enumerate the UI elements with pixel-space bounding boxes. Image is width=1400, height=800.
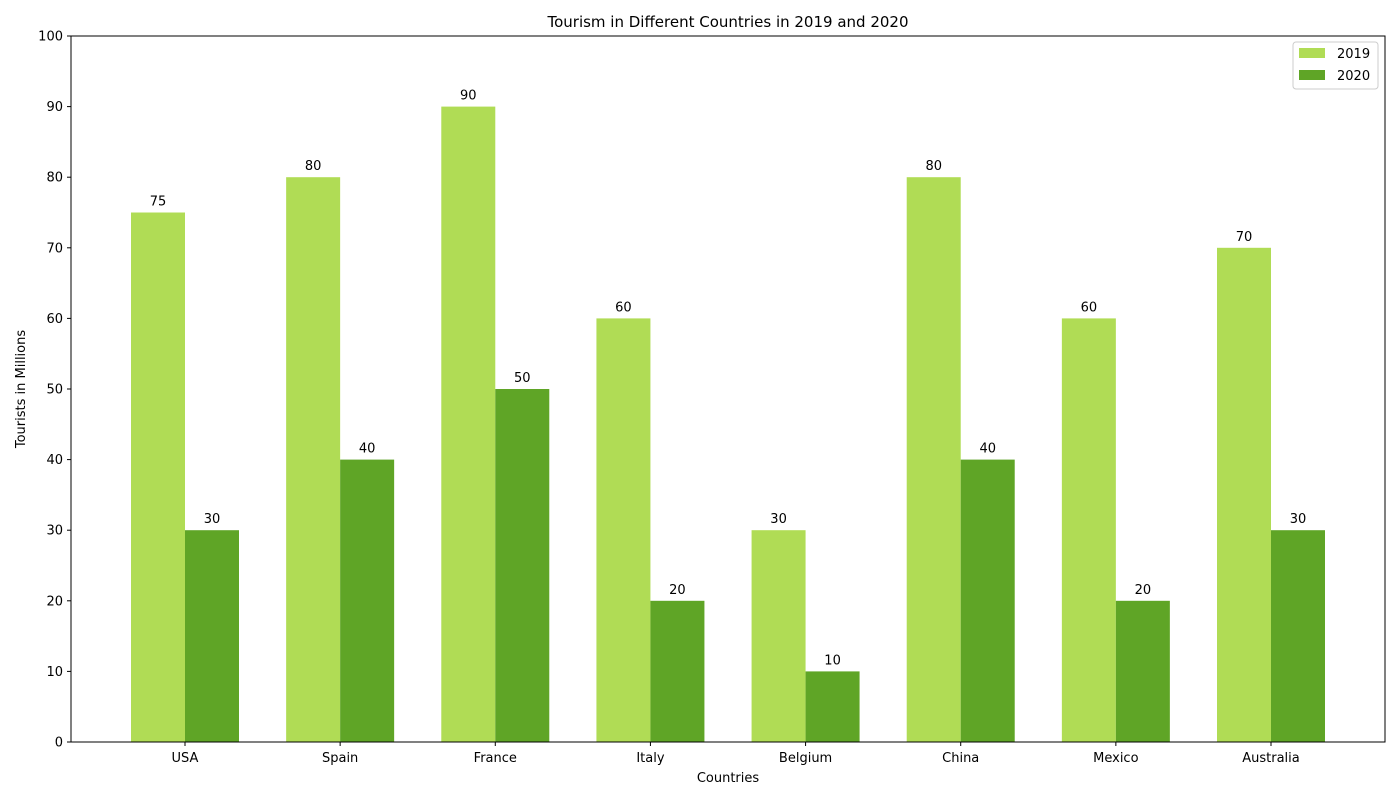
bar-spain-2020 bbox=[340, 459, 395, 742]
bar-value-label-belgium-2019: 30 bbox=[770, 512, 787, 527]
bar-australia-2019 bbox=[1217, 247, 1271, 743]
x-axis-label: Countries bbox=[697, 771, 760, 786]
x-tick-label-belgium: Belgium bbox=[779, 751, 832, 766]
legend: 2019 2020 bbox=[1292, 41, 1379, 90]
bar-value-label-usa-2019: 75 bbox=[150, 195, 167, 210]
y-tick-label: 90 bbox=[46, 100, 63, 115]
y-tick-label: 70 bbox=[46, 241, 63, 256]
bar-value-label-belgium-2020: 10 bbox=[824, 653, 841, 668]
y-axis-ticks: 0 10 20 30 40 50 60 70 80 90 100 bbox=[38, 30, 71, 751]
chart-title: Tourism in Different Countries in 2019 a… bbox=[546, 13, 908, 31]
x-tick-label-australia: Australia bbox=[1242, 751, 1300, 766]
bar-belgium-2019 bbox=[751, 530, 806, 742]
bar-usa-2020 bbox=[185, 530, 239, 742]
y-tick-label: 30 bbox=[46, 524, 63, 539]
bar-australia-2020 bbox=[1271, 530, 1325, 742]
bar-mexico-2020 bbox=[1115, 600, 1170, 742]
legend-label-2019: 2019 bbox=[1337, 47, 1370, 62]
bar-china-2019 bbox=[906, 177, 961, 742]
y-tick-label: 100 bbox=[38, 30, 63, 45]
legend-label-2020: 2020 bbox=[1337, 69, 1370, 84]
x-tick-label-usa: USA bbox=[172, 751, 199, 766]
bar-value-label-australia-2019: 70 bbox=[1236, 230, 1253, 245]
x-tick-label-spain: Spain bbox=[322, 751, 358, 766]
bar-value-label-italy-2020: 20 bbox=[669, 583, 686, 598]
x-tick-label-mexico: Mexico bbox=[1093, 751, 1138, 766]
bar-value-label-mexico-2019: 60 bbox=[1081, 300, 1098, 315]
bar-france-2019 bbox=[441, 106, 496, 743]
y-tick-label: 50 bbox=[46, 383, 63, 398]
y-tick-label: 40 bbox=[46, 453, 63, 468]
bar-value-label-spain-2019: 80 bbox=[305, 159, 322, 174]
plot-frame bbox=[70, 35, 1386, 743]
x-tick-label-italy: Italy bbox=[636, 751, 665, 766]
y-axis-label: Tourists in Millions bbox=[14, 330, 29, 449]
bar-labels-group: 75 30 80 40 90 50 60 20 30 10 80 40 60 20 70 30 bbox=[150, 89, 1307, 669]
y-tick-label: 20 bbox=[46, 594, 63, 609]
legend-swatch-2019 bbox=[1299, 48, 1325, 58]
bar-value-label-spain-2020: 40 bbox=[359, 442, 376, 457]
bars-group bbox=[131, 106, 1325, 743]
y-tick-label: 80 bbox=[46, 171, 63, 186]
bar-mexico-2019 bbox=[1061, 318, 1116, 742]
y-tick-label: 0 bbox=[55, 736, 63, 751]
bar-value-label-italy-2019: 60 bbox=[615, 300, 632, 315]
bar-spain-2019 bbox=[286, 177, 341, 742]
bar-value-label-australia-2020: 30 bbox=[1290, 512, 1307, 527]
bar-italy-2020 bbox=[650, 600, 705, 742]
bar-china-2020 bbox=[960, 459, 1015, 742]
y-tick-label: 10 bbox=[46, 665, 63, 680]
y-tick-label: 60 bbox=[46, 312, 63, 327]
bar-italy-2019 bbox=[596, 318, 651, 742]
x-axis-ticks: USA Spain France Italy Belgium China Mexico Aus… bbox=[172, 742, 1300, 766]
bar-value-label-usa-2020: 30 bbox=[204, 512, 221, 527]
bar-belgium-2020 bbox=[805, 671, 860, 742]
bar-value-label-france-2019: 90 bbox=[460, 89, 477, 104]
bar-value-label-china-2020: 40 bbox=[979, 442, 996, 457]
bar-value-label-china-2019: 80 bbox=[925, 159, 942, 174]
bar-value-label-france-2020: 50 bbox=[514, 371, 531, 386]
bar-france-2020 bbox=[495, 389, 550, 742]
x-tick-label-france: France bbox=[474, 751, 517, 766]
bar-value-label-mexico-2020: 20 bbox=[1135, 583, 1152, 598]
bar-usa-2019 bbox=[131, 212, 185, 742]
x-tick-label-china: China bbox=[942, 751, 979, 766]
legend-swatch-2020 bbox=[1299, 70, 1325, 80]
